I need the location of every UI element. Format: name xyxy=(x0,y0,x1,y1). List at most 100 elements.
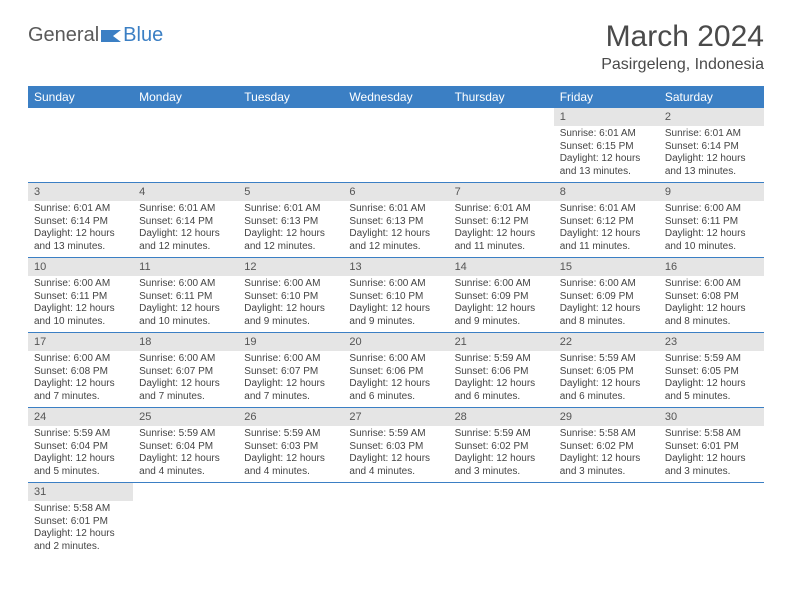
day-details: Sunrise: 6:00 AMSunset: 6:11 PMDaylight:… xyxy=(28,276,133,332)
day-detail-line: Sunset: 6:06 PM xyxy=(455,366,548,379)
calendar-day-cell: 16Sunrise: 6:00 AMSunset: 6:08 PMDayligh… xyxy=(659,258,764,333)
day-details: Sunrise: 6:00 AMSunset: 6:07 PMDaylight:… xyxy=(238,351,343,407)
day-details: Sunrise: 5:59 AMSunset: 6:03 PMDaylight:… xyxy=(343,426,448,482)
calendar-day-cell: 29Sunrise: 5:58 AMSunset: 6:02 PMDayligh… xyxy=(554,408,659,483)
day-detail-line: Daylight: 12 hours xyxy=(244,303,337,316)
day-detail-line: Sunset: 6:02 PM xyxy=(455,441,548,454)
day-detail-line: and 11 minutes. xyxy=(560,241,653,254)
calendar-day-cell: 12Sunrise: 6:00 AMSunset: 6:10 PMDayligh… xyxy=(238,258,343,333)
day-number xyxy=(238,483,343,501)
day-detail-line: and 3 minutes. xyxy=(455,466,548,479)
calendar-day-cell: 28Sunrise: 5:59 AMSunset: 6:02 PMDayligh… xyxy=(449,408,554,483)
day-detail-line: Sunrise: 6:00 AM xyxy=(139,353,232,366)
day-details: Sunrise: 5:58 AMSunset: 6:02 PMDaylight:… xyxy=(554,426,659,482)
day-detail-line: Sunrise: 5:59 AM xyxy=(349,428,442,441)
day-details: Sunrise: 6:00 AMSunset: 6:07 PMDaylight:… xyxy=(133,351,238,407)
day-detail-line: Daylight: 12 hours xyxy=(665,453,758,466)
calendar-week-row: 1Sunrise: 6:01 AMSunset: 6:15 PMDaylight… xyxy=(28,108,764,183)
day-detail-line: Sunrise: 5:59 AM xyxy=(665,353,758,366)
day-detail-line: Sunrise: 6:00 AM xyxy=(455,278,548,291)
day-details: Sunrise: 6:00 AMSunset: 6:10 PMDaylight:… xyxy=(238,276,343,332)
day-detail-line: Daylight: 12 hours xyxy=(244,378,337,391)
calendar-day-cell: 9Sunrise: 6:00 AMSunset: 6:11 PMDaylight… xyxy=(659,183,764,258)
day-detail-line: Sunset: 6:07 PM xyxy=(244,366,337,379)
calendar-day-cell: 21Sunrise: 5:59 AMSunset: 6:06 PMDayligh… xyxy=(449,333,554,408)
day-detail-line: Sunset: 6:14 PM xyxy=(34,216,127,229)
day-detail-line: Sunrise: 5:59 AM xyxy=(455,428,548,441)
day-number xyxy=(659,483,764,501)
day-details: Sunrise: 6:00 AMSunset: 6:11 PMDaylight:… xyxy=(133,276,238,332)
day-detail-line: Sunset: 6:11 PM xyxy=(34,291,127,304)
calendar-day-cell: 31Sunrise: 5:58 AMSunset: 6:01 PMDayligh… xyxy=(28,483,133,558)
day-number: 29 xyxy=(554,408,659,426)
calendar-day-cell: 23Sunrise: 5:59 AMSunset: 6:05 PMDayligh… xyxy=(659,333,764,408)
day-detail-line: and 5 minutes. xyxy=(665,391,758,404)
calendar-week-row: 10Sunrise: 6:00 AMSunset: 6:11 PMDayligh… xyxy=(28,258,764,333)
day-details: Sunrise: 5:59 AMSunset: 6:04 PMDaylight:… xyxy=(28,426,133,482)
day-detail-line: Sunset: 6:08 PM xyxy=(665,291,758,304)
day-details: Sunrise: 5:59 AMSunset: 6:05 PMDaylight:… xyxy=(659,351,764,407)
calendar-table: Sunday Monday Tuesday Wednesday Thursday… xyxy=(28,86,764,557)
day-detail-line: Sunrise: 5:58 AM xyxy=(665,428,758,441)
day-detail-line: Sunset: 6:01 PM xyxy=(34,516,127,529)
day-details: Sunrise: 5:59 AMSunset: 6:04 PMDaylight:… xyxy=(133,426,238,482)
day-number: 8 xyxy=(554,183,659,201)
day-number: 16 xyxy=(659,258,764,276)
day-detail-line: Daylight: 12 hours xyxy=(34,528,127,541)
day-detail-line: and 8 minutes. xyxy=(665,316,758,329)
calendar-day-cell xyxy=(133,483,238,558)
day-detail-line: and 10 minutes. xyxy=(665,241,758,254)
calendar-day-cell xyxy=(238,483,343,558)
calendar-day-cell: 15Sunrise: 6:00 AMSunset: 6:09 PMDayligh… xyxy=(554,258,659,333)
day-details: Sunrise: 6:01 AMSunset: 6:14 PMDaylight:… xyxy=(133,201,238,257)
day-number: 1 xyxy=(554,108,659,126)
day-detail-line: and 12 minutes. xyxy=(244,241,337,254)
day-detail-line: Daylight: 12 hours xyxy=(34,453,127,466)
day-detail-line: Sunset: 6:02 PM xyxy=(560,441,653,454)
day-number xyxy=(238,108,343,126)
day-detail-line: and 2 minutes. xyxy=(34,541,127,554)
calendar-day-cell: 27Sunrise: 5:59 AMSunset: 6:03 PMDayligh… xyxy=(343,408,448,483)
day-detail-line: Daylight: 12 hours xyxy=(139,453,232,466)
day-number: 25 xyxy=(133,408,238,426)
day-number xyxy=(343,108,448,126)
day-detail-line: Daylight: 12 hours xyxy=(349,228,442,241)
day-detail-line: and 5 minutes. xyxy=(34,466,127,479)
day-detail-line: and 13 minutes. xyxy=(560,166,653,179)
day-detail-line: Sunset: 6:13 PM xyxy=(349,216,442,229)
day-detail-line: and 9 minutes. xyxy=(455,316,548,329)
day-detail-line: and 4 minutes. xyxy=(139,466,232,479)
weekday-header: Friday xyxy=(554,86,659,108)
calendar-week-row: 31Sunrise: 5:58 AMSunset: 6:01 PMDayligh… xyxy=(28,483,764,558)
day-details: Sunrise: 5:58 AMSunset: 6:01 PMDaylight:… xyxy=(659,426,764,482)
day-detail-line: and 13 minutes. xyxy=(34,241,127,254)
day-detail-line: Sunrise: 6:00 AM xyxy=(560,278,653,291)
day-details: Sunrise: 6:00 AMSunset: 6:06 PMDaylight:… xyxy=(343,351,448,407)
day-detail-line: Daylight: 12 hours xyxy=(34,378,127,391)
day-detail-line: Sunset: 6:14 PM xyxy=(665,141,758,154)
day-detail-line: and 9 minutes. xyxy=(244,316,337,329)
calendar-day-cell: 8Sunrise: 6:01 AMSunset: 6:12 PMDaylight… xyxy=(554,183,659,258)
day-detail-line: Sunrise: 5:58 AM xyxy=(560,428,653,441)
day-number: 2 xyxy=(659,108,764,126)
day-details: Sunrise: 6:01 AMSunset: 6:15 PMDaylight:… xyxy=(554,126,659,182)
month-title: March 2024 xyxy=(601,20,764,54)
day-detail-line: Daylight: 12 hours xyxy=(244,228,337,241)
day-detail-line: Daylight: 12 hours xyxy=(665,153,758,166)
day-details: Sunrise: 6:01 AMSunset: 6:13 PMDaylight:… xyxy=(238,201,343,257)
calendar-day-cell: 14Sunrise: 6:00 AMSunset: 6:09 PMDayligh… xyxy=(449,258,554,333)
day-detail-line: Sunrise: 6:01 AM xyxy=(349,203,442,216)
calendar-day-cell: 10Sunrise: 6:00 AMSunset: 6:11 PMDayligh… xyxy=(28,258,133,333)
day-details: Sunrise: 5:59 AMSunset: 6:03 PMDaylight:… xyxy=(238,426,343,482)
day-detail-line: Daylight: 12 hours xyxy=(139,303,232,316)
day-detail-line: and 13 minutes. xyxy=(665,166,758,179)
weekday-header: Sunday xyxy=(28,86,133,108)
location: Pasirgeleng, Indonesia xyxy=(601,56,764,74)
day-detail-line: Sunrise: 6:00 AM xyxy=(244,353,337,366)
calendar-week-row: 17Sunrise: 6:00 AMSunset: 6:08 PMDayligh… xyxy=(28,333,764,408)
weekday-header: Thursday xyxy=(449,86,554,108)
day-detail-line: Sunrise: 6:01 AM xyxy=(244,203,337,216)
day-detail-line: Daylight: 12 hours xyxy=(560,153,653,166)
header: General Blue March 2024 Pasirgeleng, Ind… xyxy=(28,20,764,74)
day-detail-line: Sunset: 6:04 PM xyxy=(34,441,127,454)
